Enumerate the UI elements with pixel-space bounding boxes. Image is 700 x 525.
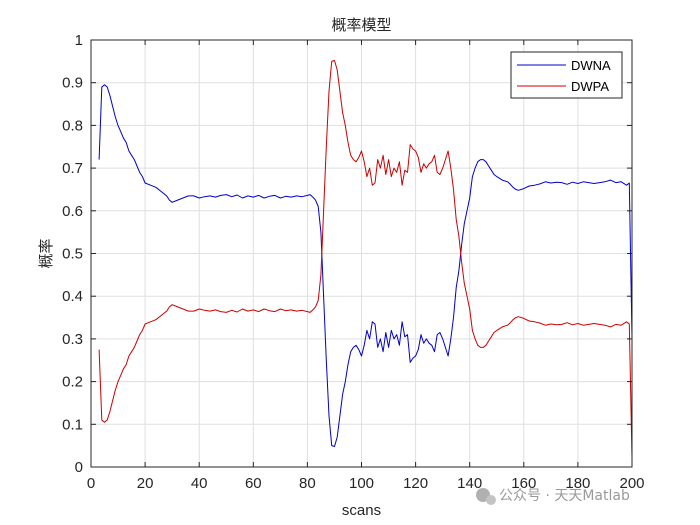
y-tick-label: 1 bbox=[75, 32, 83, 49]
chart-title: 概率模型 bbox=[331, 16, 391, 34]
y-tick-label: 0.6 bbox=[62, 203, 83, 220]
x-tick-label: 180 bbox=[565, 475, 590, 492]
legend-label: DWNA bbox=[571, 58, 611, 73]
y-tick-label: 0.1 bbox=[62, 416, 83, 433]
y-tick-label: 0.9 bbox=[62, 75, 83, 92]
series-line-dwna bbox=[98, 84, 633, 447]
y-tick-label: 0.3 bbox=[62, 331, 83, 348]
x-tick-label: 140 bbox=[457, 475, 482, 492]
x-tick-label: 100 bbox=[349, 475, 374, 492]
legend-box bbox=[510, 51, 623, 99]
y-tick-label: 0.4 bbox=[62, 288, 83, 305]
x-tick-label: 60 bbox=[245, 475, 262, 492]
legend: DWNA DWPA bbox=[510, 51, 623, 99]
legend-label: DWPA bbox=[571, 79, 609, 94]
x-tick-label: 40 bbox=[191, 475, 208, 492]
axis-ticks: 0 20 40 60 80 100 120 140 160 180 200 0 0.1 0.2 0.3 0.4… bbox=[62, 32, 644, 492]
x-tick-label: 0 bbox=[87, 475, 95, 492]
series-layer bbox=[98, 60, 633, 459]
y-tick-label: 0.2 bbox=[62, 374, 83, 391]
x-tick-label: 80 bbox=[299, 475, 316, 492]
y-tick-label: 0 bbox=[75, 459, 83, 476]
watermark-text: 公众号 · 天天Matlab bbox=[499, 488, 630, 504]
y-tick-label: 0.8 bbox=[62, 117, 83, 134]
x-tick-label: 200 bbox=[619, 475, 644, 492]
y-axis-title: 概率 bbox=[38, 238, 55, 268]
x-axis-title: scans bbox=[342, 502, 381, 519]
watermark: 公众号 · 天天Matlab bbox=[476, 488, 630, 505]
x-tick-label: 20 bbox=[137, 475, 154, 492]
series-line-dwpa bbox=[98, 60, 633, 459]
y-tick-label: 0.7 bbox=[62, 160, 83, 177]
y-tick-label: 0.5 bbox=[62, 246, 83, 263]
wechat-icon-bubble bbox=[486, 495, 496, 505]
x-tick-label: 160 bbox=[511, 475, 536, 492]
x-tick-label: 120 bbox=[403, 475, 428, 492]
